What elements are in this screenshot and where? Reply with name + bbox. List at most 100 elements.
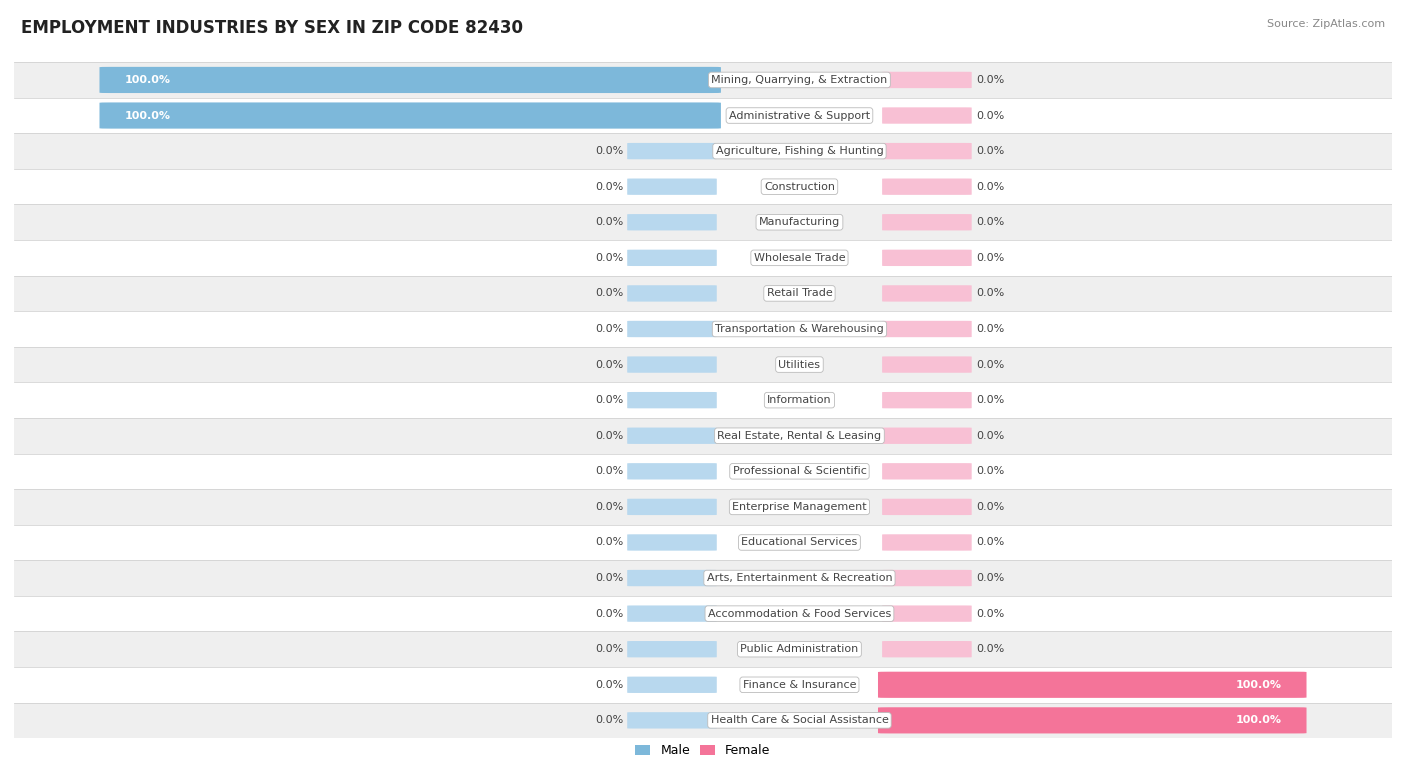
- Legend: Male, Female: Male, Female: [630, 740, 776, 762]
- Text: 0.0%: 0.0%: [976, 253, 1004, 263]
- Text: 0.0%: 0.0%: [595, 644, 623, 654]
- Text: 0.0%: 0.0%: [595, 324, 623, 334]
- FancyBboxPatch shape: [627, 713, 717, 729]
- Bar: [14, 489, 1392, 524]
- Bar: [14, 632, 1392, 667]
- Text: 100.0%: 100.0%: [1236, 716, 1282, 726]
- FancyBboxPatch shape: [882, 214, 972, 231]
- FancyBboxPatch shape: [100, 103, 721, 129]
- Bar: [14, 702, 1392, 738]
- Text: 0.0%: 0.0%: [595, 716, 623, 726]
- Text: Real Estate, Rental & Leasing: Real Estate, Rental & Leasing: [717, 430, 882, 441]
- FancyBboxPatch shape: [627, 249, 717, 266]
- FancyBboxPatch shape: [882, 499, 972, 515]
- Text: Arts, Entertainment & Recreation: Arts, Entertainment & Recreation: [707, 573, 893, 583]
- FancyBboxPatch shape: [882, 107, 972, 124]
- FancyBboxPatch shape: [100, 67, 721, 93]
- Text: Enterprise Management: Enterprise Management: [733, 502, 866, 512]
- FancyBboxPatch shape: [882, 605, 972, 622]
- FancyBboxPatch shape: [882, 285, 972, 301]
- Text: Wholesale Trade: Wholesale Trade: [754, 253, 845, 263]
- FancyBboxPatch shape: [882, 570, 972, 586]
- Text: 0.0%: 0.0%: [976, 430, 1004, 441]
- Bar: [14, 596, 1392, 632]
- FancyBboxPatch shape: [882, 143, 972, 159]
- Bar: [14, 240, 1392, 276]
- Text: 0.0%: 0.0%: [976, 573, 1004, 583]
- Text: 0.0%: 0.0%: [595, 502, 623, 512]
- Text: 0.0%: 0.0%: [595, 573, 623, 583]
- Text: Agriculture, Fishing & Hunting: Agriculture, Fishing & Hunting: [716, 146, 883, 156]
- Text: Manufacturing: Manufacturing: [759, 218, 839, 227]
- Text: 0.0%: 0.0%: [976, 182, 1004, 192]
- Text: 0.0%: 0.0%: [976, 75, 1004, 85]
- Bar: [14, 347, 1392, 382]
- Text: 100.0%: 100.0%: [1236, 680, 1282, 690]
- Text: 0.0%: 0.0%: [976, 395, 1004, 405]
- Text: 0.0%: 0.0%: [595, 680, 623, 690]
- Text: EMPLOYMENT INDUSTRIES BY SEX IN ZIP CODE 82430: EMPLOYMENT INDUSTRIES BY SEX IN ZIP CODE…: [21, 19, 523, 37]
- Bar: [14, 560, 1392, 596]
- Text: 0.0%: 0.0%: [976, 110, 1004, 120]
- FancyBboxPatch shape: [877, 671, 1306, 698]
- Text: 0.0%: 0.0%: [595, 288, 623, 298]
- FancyBboxPatch shape: [627, 570, 717, 586]
- Text: 100.0%: 100.0%: [124, 75, 170, 85]
- Text: 0.0%: 0.0%: [595, 360, 623, 370]
- FancyBboxPatch shape: [882, 535, 972, 551]
- Bar: [14, 418, 1392, 454]
- FancyBboxPatch shape: [627, 427, 717, 444]
- Text: 0.0%: 0.0%: [595, 182, 623, 192]
- Bar: [14, 169, 1392, 204]
- Text: Retail Trade: Retail Trade: [766, 288, 832, 298]
- FancyBboxPatch shape: [882, 641, 972, 657]
- Text: Construction: Construction: [763, 182, 835, 192]
- Bar: [14, 667, 1392, 702]
- FancyBboxPatch shape: [627, 392, 717, 409]
- Text: 100.0%: 100.0%: [124, 110, 170, 120]
- Text: Educational Services: Educational Services: [741, 538, 858, 548]
- Bar: [14, 204, 1392, 240]
- Text: Transportation & Warehousing: Transportation & Warehousing: [716, 324, 884, 334]
- Text: Utilities: Utilities: [779, 360, 821, 370]
- FancyBboxPatch shape: [627, 285, 717, 301]
- Text: Health Care & Social Assistance: Health Care & Social Assistance: [710, 716, 889, 726]
- Text: 0.0%: 0.0%: [976, 608, 1004, 618]
- Text: Accommodation & Food Services: Accommodation & Food Services: [707, 608, 891, 618]
- Bar: [14, 98, 1392, 134]
- Text: 0.0%: 0.0%: [976, 218, 1004, 227]
- FancyBboxPatch shape: [882, 357, 972, 373]
- FancyBboxPatch shape: [627, 179, 717, 195]
- Bar: [14, 524, 1392, 560]
- Bar: [14, 382, 1392, 418]
- Text: 0.0%: 0.0%: [595, 538, 623, 548]
- Text: Administrative & Support: Administrative & Support: [728, 110, 870, 120]
- FancyBboxPatch shape: [882, 321, 972, 337]
- Text: 0.0%: 0.0%: [976, 644, 1004, 654]
- Text: Public Administration: Public Administration: [741, 644, 859, 654]
- Text: 0.0%: 0.0%: [595, 608, 623, 618]
- Text: 0.0%: 0.0%: [595, 253, 623, 263]
- FancyBboxPatch shape: [627, 214, 717, 231]
- Text: Mining, Quarrying, & Extraction: Mining, Quarrying, & Extraction: [711, 75, 887, 85]
- Text: 0.0%: 0.0%: [976, 146, 1004, 156]
- Bar: [14, 454, 1392, 489]
- FancyBboxPatch shape: [627, 677, 717, 693]
- Text: 0.0%: 0.0%: [976, 502, 1004, 512]
- FancyBboxPatch shape: [882, 249, 972, 266]
- FancyBboxPatch shape: [882, 71, 972, 88]
- Text: Professional & Scientific: Professional & Scientific: [733, 466, 866, 476]
- Text: 0.0%: 0.0%: [595, 146, 623, 156]
- FancyBboxPatch shape: [882, 463, 972, 479]
- Bar: [14, 62, 1392, 98]
- FancyBboxPatch shape: [882, 392, 972, 409]
- Text: 0.0%: 0.0%: [595, 430, 623, 441]
- FancyBboxPatch shape: [627, 463, 717, 479]
- FancyBboxPatch shape: [627, 321, 717, 337]
- FancyBboxPatch shape: [882, 179, 972, 195]
- Text: Source: ZipAtlas.com: Source: ZipAtlas.com: [1267, 19, 1385, 30]
- Bar: [14, 312, 1392, 347]
- Text: 0.0%: 0.0%: [595, 395, 623, 405]
- FancyBboxPatch shape: [627, 641, 717, 657]
- Text: 0.0%: 0.0%: [976, 360, 1004, 370]
